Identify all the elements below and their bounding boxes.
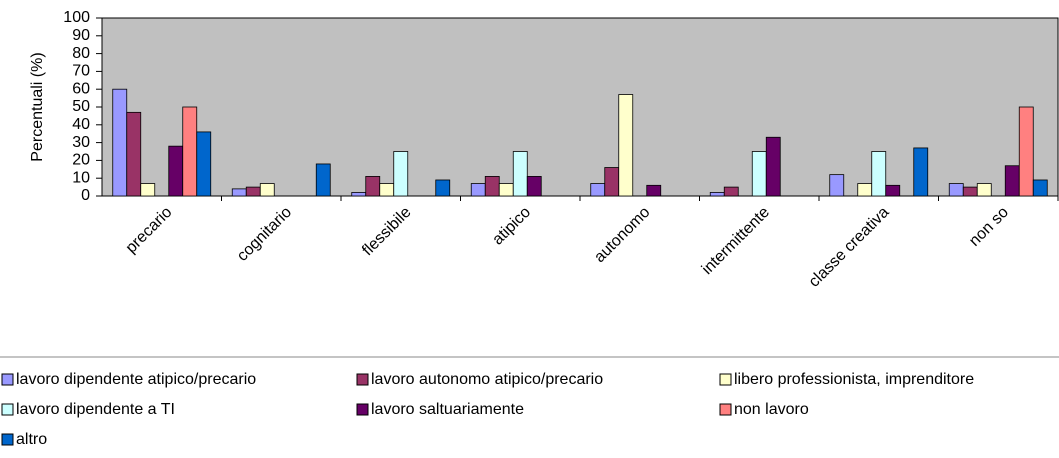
bar <box>126 111 142 197</box>
bar <box>590 183 606 197</box>
bar <box>1018 106 1034 197</box>
y-tick-label: 50 <box>72 98 90 115</box>
bar <box>315 163 331 197</box>
x-tick-label: classe creativa <box>806 204 893 291</box>
bar <box>723 186 739 197</box>
y-tick-label: 40 <box>72 116 90 133</box>
bar <box>1032 179 1048 197</box>
legend-swatch <box>356 373 369 386</box>
bar <box>351 192 367 197</box>
bar <box>112 88 128 197</box>
x-tick-label: flessibile <box>359 204 414 259</box>
bar <box>484 176 500 197</box>
bar <box>470 183 486 197</box>
bar <box>1004 165 1020 197</box>
bar <box>168 145 184 197</box>
legend-swatch <box>356 403 369 416</box>
legend-swatch <box>719 403 732 416</box>
bar <box>259 183 275 197</box>
legend-label: libero professionista, imprenditore <box>734 371 974 388</box>
y-tick-label: 90 <box>72 27 90 44</box>
plot-area <box>101 17 1059 197</box>
bar <box>976 183 992 197</box>
bar <box>751 151 767 197</box>
bar <box>365 176 381 197</box>
y-tick-label: 10 <box>72 169 90 186</box>
bar <box>765 136 781 197</box>
bar <box>182 106 198 197</box>
bar <box>604 167 620 197</box>
bar <box>857 183 873 197</box>
bar <box>393 151 409 197</box>
y-tick-label: 80 <box>72 45 90 62</box>
bar <box>196 131 212 197</box>
bar <box>871 151 887 197</box>
legend-label: lavoro saltuariamente <box>371 401 524 418</box>
bar <box>526 176 542 197</box>
bar <box>709 192 725 197</box>
bar <box>512 151 528 197</box>
y-tick-label: 20 <box>72 152 90 169</box>
y-tick-label: 0 <box>81 187 90 204</box>
bar <box>948 183 964 197</box>
legend-label: non lavoro <box>734 401 809 418</box>
legend-swatch <box>1 433 14 446</box>
y-tick-label: 30 <box>72 134 90 151</box>
bar <box>962 186 978 197</box>
legend-label: lavoro dipendente a TI <box>16 401 175 418</box>
x-tick-label: intermittente <box>699 204 773 278</box>
legend-label: altro <box>16 431 47 448</box>
legend-swatch <box>719 373 732 386</box>
legend-swatch <box>1 373 14 386</box>
bar <box>646 184 662 197</box>
bar <box>231 188 247 197</box>
bar <box>913 147 929 197</box>
x-tick-label: non so <box>966 204 1012 250</box>
legend-swatch <box>1 403 14 416</box>
legend-label: lavoro autonomo atipico/precario <box>371 371 603 388</box>
bar <box>885 184 901 197</box>
x-tick-label: cognitario <box>234 204 295 265</box>
x-tick-label: atipico <box>489 204 534 249</box>
y-axis-label: Percentuali (%) <box>29 52 46 161</box>
bar <box>245 186 261 197</box>
bar <box>498 183 514 197</box>
bar <box>435 179 451 197</box>
bar <box>829 174 845 197</box>
y-tick-label: 70 <box>72 63 90 80</box>
bar <box>140 183 156 197</box>
x-tick-label: precario <box>123 204 176 257</box>
x-tick-label: autonomo <box>591 204 653 266</box>
bar <box>618 94 634 197</box>
y-tick-label: 60 <box>72 80 90 97</box>
bar <box>379 183 395 197</box>
legend-label: lavoro dipendente atipico/precario <box>16 371 256 388</box>
y-tick-label: 100 <box>63 9 90 26</box>
